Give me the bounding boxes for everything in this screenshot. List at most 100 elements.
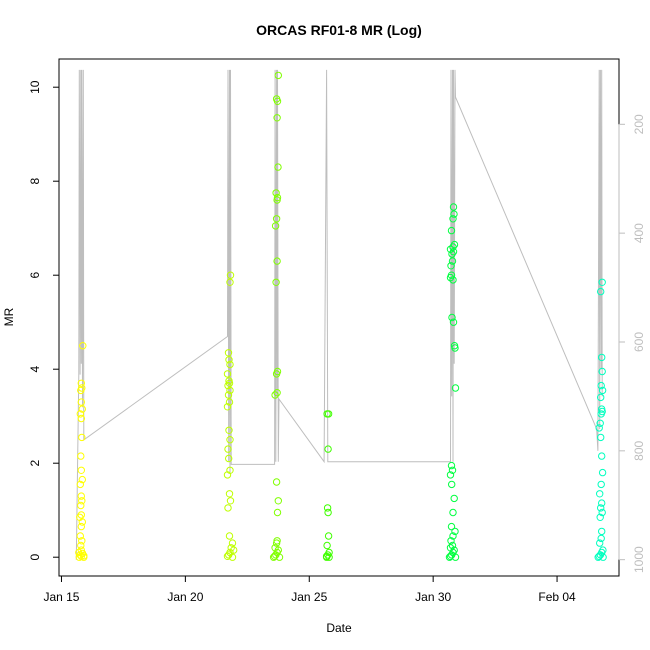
right-tick-label: 400 <box>632 223 646 243</box>
data-point <box>598 353 606 362</box>
data-point <box>226 436 234 444</box>
data-point <box>77 452 85 460</box>
data-point <box>446 471 455 479</box>
x-tick-label: Jan 25 <box>291 590 327 604</box>
data-point <box>274 497 282 505</box>
data-point <box>598 508 606 517</box>
x-tick-label: Jan 20 <box>167 590 203 604</box>
data-point <box>449 318 458 326</box>
data-point <box>272 95 281 103</box>
data-point <box>225 398 234 406</box>
data-point <box>226 386 234 395</box>
right-tick-label: 1000 <box>632 546 646 573</box>
data-point <box>272 215 281 223</box>
data-point <box>449 203 458 211</box>
data-point <box>226 360 234 369</box>
data-point <box>226 271 235 279</box>
data-point <box>272 478 281 486</box>
data-point <box>226 278 234 286</box>
x-tick-label: Jan 15 <box>43 590 79 604</box>
data-point <box>596 490 604 498</box>
data-point <box>273 537 281 545</box>
data-point <box>274 71 282 80</box>
right-tick-label: 200 <box>632 114 646 134</box>
data-point <box>449 532 457 540</box>
data-point <box>597 433 605 442</box>
data-point <box>273 508 282 517</box>
data-point <box>274 163 282 171</box>
data-point <box>598 386 607 395</box>
data-point <box>597 504 605 512</box>
data-point <box>228 553 237 561</box>
data-point <box>451 527 459 536</box>
data-point <box>450 240 459 249</box>
data-point <box>77 511 86 519</box>
data-point <box>324 445 332 453</box>
data-point <box>273 257 281 265</box>
data-point <box>77 522 86 531</box>
data-point <box>80 553 88 561</box>
data-point <box>447 461 456 470</box>
data-point <box>225 454 233 463</box>
data-point <box>595 424 603 432</box>
data-point <box>598 452 606 460</box>
data-point <box>78 497 86 505</box>
data-point <box>78 405 87 413</box>
data-point <box>597 287 605 296</box>
data-point <box>77 492 86 500</box>
data-point <box>596 513 604 521</box>
data-point <box>75 548 83 557</box>
axes-layer: Jan 15 Jan 20 Jan 25 Jan 30 Feb 04 0 2 4 6 8 10 200… <box>28 80 646 604</box>
data-point <box>448 466 457 474</box>
data-point <box>271 222 280 230</box>
data-point <box>449 215 457 223</box>
data-points-layer <box>75 71 607 561</box>
data-point <box>76 410 85 418</box>
y-tick-label: 0 <box>28 554 42 561</box>
data-point <box>273 389 281 397</box>
y-tick-label: 2 <box>28 460 42 467</box>
data-point <box>272 189 280 197</box>
x-tick-label: Feb 04 <box>538 590 576 604</box>
y-tick-label: 6 <box>28 272 42 279</box>
data-point <box>598 499 606 507</box>
data-point <box>599 546 607 554</box>
data-point <box>448 480 456 489</box>
data-point <box>597 393 605 402</box>
data-point <box>225 356 233 364</box>
data-point <box>325 553 333 561</box>
data-point <box>77 414 86 423</box>
data-point <box>447 522 456 531</box>
data-point <box>324 532 333 540</box>
y-tick-label: 10 <box>28 80 42 94</box>
x-tick-label: Jan 30 <box>415 590 451 604</box>
chart-title: ORCAS RF01-8 MR (Log) <box>256 22 422 38</box>
data-point <box>224 391 233 399</box>
data-point <box>76 532 85 540</box>
data-point <box>447 262 455 270</box>
data-point <box>224 504 232 512</box>
plot-frame <box>58 58 620 577</box>
data-point <box>225 377 233 385</box>
data-point <box>596 419 604 427</box>
data-point <box>322 553 331 561</box>
data-point <box>78 384 86 392</box>
data-point <box>275 553 284 561</box>
data-point <box>447 271 456 279</box>
data-point <box>595 552 603 560</box>
data-point <box>324 410 333 418</box>
data-point <box>451 384 460 392</box>
data-point <box>225 532 234 540</box>
data-point <box>598 468 607 477</box>
data-point <box>271 544 279 552</box>
data-point <box>223 552 232 560</box>
data-point <box>597 480 605 489</box>
data-point <box>77 546 86 554</box>
data-point <box>272 278 280 286</box>
y-tick-label: 8 <box>28 178 42 185</box>
data-point <box>448 313 456 322</box>
data-point <box>596 539 604 547</box>
data-point <box>273 193 282 202</box>
altitude-trace-layer <box>75 69 603 560</box>
data-point <box>228 539 237 547</box>
